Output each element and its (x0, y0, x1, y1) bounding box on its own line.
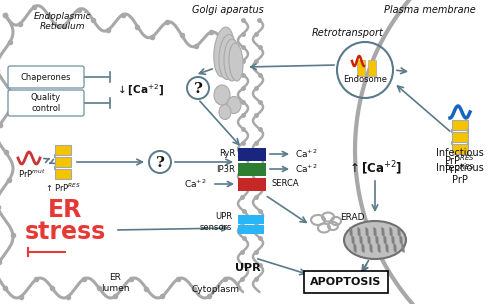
Text: stress: stress (24, 220, 105, 244)
Text: Retrotransport: Retrotransport (312, 28, 384, 38)
Ellipse shape (229, 43, 243, 81)
FancyBboxPatch shape (304, 271, 388, 293)
Text: APOPTOSIS: APOPTOSIS (310, 277, 382, 287)
Text: SERCA: SERCA (272, 179, 299, 188)
Text: ER: ER (48, 198, 82, 222)
Text: PrP$^{RES}$: PrP$^{RES}$ (444, 153, 476, 167)
Text: ERAD: ERAD (340, 213, 364, 223)
Text: ER
lumen: ER lumen (101, 273, 129, 293)
Text: Endosome: Endosome (343, 75, 387, 85)
FancyBboxPatch shape (238, 178, 266, 191)
Ellipse shape (219, 105, 231, 119)
Text: UPR
sensors: UPR sensors (200, 212, 232, 232)
FancyBboxPatch shape (238, 225, 264, 234)
FancyBboxPatch shape (8, 90, 84, 116)
FancyBboxPatch shape (357, 60, 365, 76)
Ellipse shape (344, 221, 406, 259)
Text: Ca$^{+2}$: Ca$^{+2}$ (295, 148, 318, 160)
FancyBboxPatch shape (238, 148, 266, 161)
Text: Plasma membrane: Plasma membrane (384, 5, 476, 15)
FancyBboxPatch shape (452, 120, 468, 130)
Text: Chaperones: Chaperones (21, 72, 71, 81)
Text: $\uparrow$PrP$^{RES}$: $\uparrow$PrP$^{RES}$ (44, 182, 82, 194)
Ellipse shape (214, 85, 230, 105)
Text: PrP$^{mut}$: PrP$^{mut}$ (18, 168, 46, 180)
FancyBboxPatch shape (8, 66, 84, 88)
Text: PrP$^{RES}$: PrP$^{RES}$ (444, 162, 476, 176)
FancyBboxPatch shape (452, 144, 468, 154)
Text: $\uparrow$[Ca$^{+2}$]: $\uparrow$[Ca$^{+2}$] (348, 159, 403, 177)
Ellipse shape (219, 35, 237, 79)
FancyBboxPatch shape (55, 157, 71, 167)
Text: $\downarrow$[Ca$^{+2}$]: $\downarrow$[Ca$^{+2}$] (116, 82, 164, 98)
FancyBboxPatch shape (55, 145, 71, 155)
FancyBboxPatch shape (238, 215, 264, 224)
Ellipse shape (214, 27, 234, 77)
Text: Golgi aparatus: Golgi aparatus (192, 5, 264, 15)
Text: ?: ? (156, 156, 164, 170)
FancyBboxPatch shape (238, 163, 266, 176)
Text: Quality
control: Quality control (31, 93, 61, 113)
Text: Endoplasmic
Reticulum: Endoplasmic Reticulum (33, 12, 91, 31)
Text: Infectious: Infectious (436, 148, 484, 158)
Text: Ca$^{+2}$: Ca$^{+2}$ (184, 178, 207, 190)
FancyBboxPatch shape (452, 132, 468, 142)
FancyBboxPatch shape (55, 169, 71, 179)
FancyBboxPatch shape (368, 60, 376, 76)
Text: ?: ? (194, 82, 202, 96)
Text: RyR: RyR (219, 150, 235, 158)
Text: UPR: UPR (235, 263, 261, 273)
Text: Cytoplasm: Cytoplasm (191, 285, 239, 295)
Text: Infectious
PrP: Infectious PrP (436, 163, 484, 185)
Text: IP3R: IP3R (216, 164, 235, 174)
Ellipse shape (224, 39, 240, 81)
Ellipse shape (227, 96, 241, 113)
Text: Ca$^{+2}$: Ca$^{+2}$ (295, 163, 318, 175)
